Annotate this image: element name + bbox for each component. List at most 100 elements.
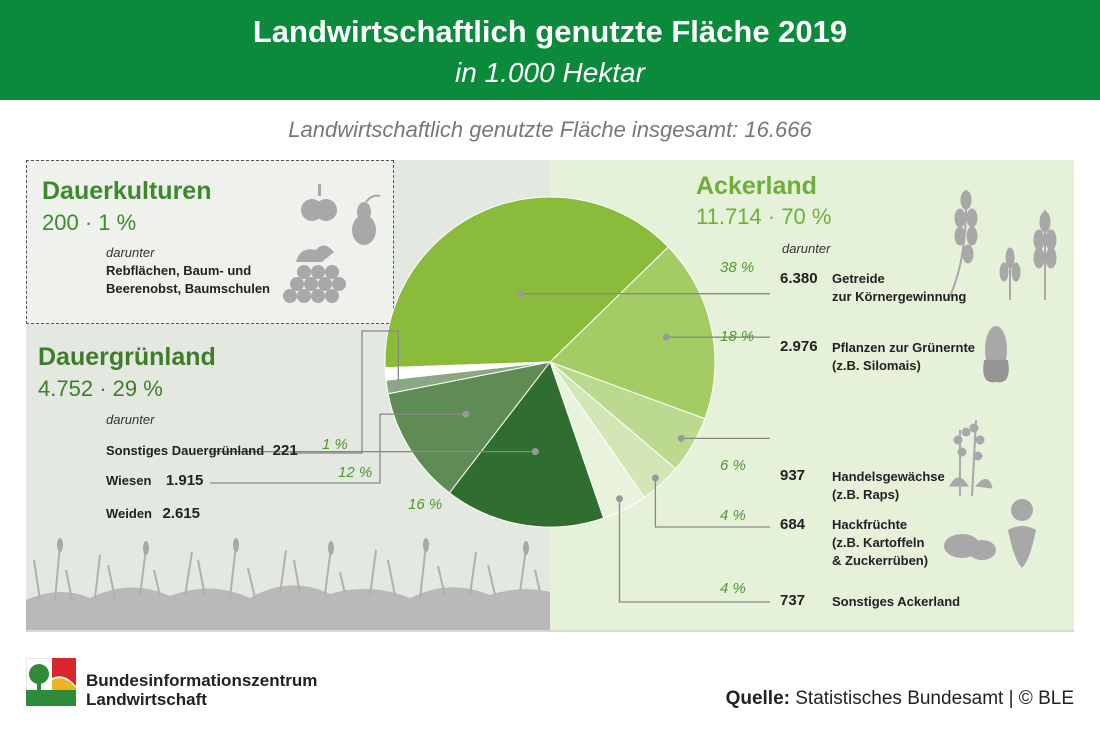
grapes-icon (283, 245, 346, 303)
chart-unit: in 1.000 Hektar (455, 57, 645, 88)
leader-dot (616, 495, 623, 503)
apple-icon (301, 184, 337, 221)
pie-slice-6 (448, 360, 605, 528)
pct-label: 12 % (338, 464, 373, 481)
dauergruenland-darunter: darunter (106, 412, 155, 427)
leader-line (290, 330, 399, 454)
pie-slices (384, 196, 716, 528)
label-line: Sonstiges Ackerland (832, 594, 961, 609)
separator-dot: · (99, 376, 107, 401)
label-line: Pflanzen zur Grünernte (832, 340, 976, 355)
legend-item-sonstiges-dauergruenland: Sonstiges Dauergrünland 221 (106, 442, 298, 460)
pie-slice-7 (387, 361, 552, 494)
leader-line (654, 478, 770, 528)
dauerkulturen-darunter: darunter (106, 245, 155, 260)
ackerland-title: Ackerland (696, 172, 817, 200)
ackerland-share: 70 % (781, 204, 832, 229)
pie-slice-1 (384, 196, 670, 369)
pct-label: 6 % (720, 457, 746, 474)
legend-label: Weiden (106, 506, 152, 521)
pct-label: 4 % (720, 507, 746, 524)
ackerland-item-value: 737 (780, 592, 806, 609)
ackerland-item-value: 2.976 (780, 338, 818, 355)
label-line: & Zuckerrüben) (832, 553, 929, 568)
ackerland-item-value: 6.380 (780, 270, 818, 287)
dauerkulturen-detail: Rebflächen, Baum- und Beerenobst, Baumsc… (106, 262, 270, 298)
legend-value: 221 (272, 442, 298, 459)
beet-potato-icon (944, 499, 1036, 568)
leader-dot (662, 333, 670, 341)
legend-label: Wiesen (106, 473, 152, 488)
label-line: Hackfrüchte (832, 517, 908, 532)
dauergruenland-values: 4.752 · 29 % (38, 376, 163, 402)
ackerland-item-label: Pflanzen zur Grünernte (z.B. Silomais) (832, 339, 975, 375)
logo-text: Bundesinformationszentrum Landwirtschaft (86, 671, 317, 709)
legend-label: Sonstiges Dauergrünland (106, 443, 265, 458)
separator-dot: · (767, 204, 776, 229)
pct-label: 18 % (720, 328, 755, 345)
divider (26, 630, 1074, 632)
ackerland-item-label: Handelsgewächse (z.B. Raps) (832, 468, 945, 504)
dauergruenland-title: Dauergrünland (38, 343, 216, 371)
leader-dots (394, 290, 685, 503)
leader-dot (394, 381, 402, 389)
ackerland-values: 11.714 · 70 % (696, 204, 831, 230)
separator-dot: · (84, 210, 93, 235)
total-subtitle: Landwirtschaftlich genutzte Fläche insge… (288, 117, 812, 142)
label-line: Getreide (832, 271, 885, 286)
leader-dot (517, 290, 525, 298)
ackerland-item-value: 684 (780, 516, 806, 533)
legend-value: 1.915 (165, 472, 204, 489)
pct-label: 38 % (720, 259, 755, 276)
label-line: Handelsgewächse (832, 469, 945, 484)
ackerland-item-value: 937 (780, 467, 806, 484)
rapeseed-icon (949, 419, 993, 497)
leader-dot (651, 474, 659, 482)
chart-title: Landwirtschaftlich genutzte Fläche 2019 (252, 14, 848, 49)
leader-line (618, 498, 770, 603)
label-line: zur Körnergewinnung (832, 289, 967, 304)
leader-dot (462, 410, 470, 418)
dauerkulturen-values: 200 · 1 % (42, 210, 136, 236)
pct-label: 16 % (408, 496, 443, 513)
legend-value: 2.615 (162, 505, 200, 522)
ackerland-item-label: Sonstiges Ackerland (832, 593, 960, 611)
pct-label: 4 % (720, 580, 746, 597)
dauergruenland-value: 4.752 (38, 376, 94, 401)
pie-slice-2 (549, 246, 716, 420)
dauerkulturen-value: 200 (42, 210, 79, 235)
detail-line: Beerenobst, Baumschulen (106, 281, 270, 296)
logo-line: Bundesinformationszentrum (86, 671, 318, 690)
leader-dot (677, 434, 685, 442)
leader-lines (210, 293, 770, 603)
detail-line: Rebflächen, Baum- und (106, 263, 252, 278)
source-credit: Quelle: Statistisches Bundesamt | © BLE (726, 688, 1074, 710)
legend-item-weiden: Weiden 2.615 (106, 505, 200, 523)
dauerkulturen-title: Dauerkulturen (42, 177, 212, 205)
ackerland-value: 11.714 (696, 204, 762, 229)
logo-line: Landwirtschaft (86, 690, 207, 709)
pct-label: 1 % (322, 436, 348, 453)
dauergruenland-share: 29 % (112, 376, 163, 401)
header-banner: Landwirtschaftlich genutzte Fläche 2019 … (0, 0, 1100, 100)
leader-dot (531, 448, 539, 456)
label-line: (z.B. Kartoffeln (832, 535, 925, 550)
logo-icon (25, 657, 77, 707)
grass-silhouette-icon (26, 538, 550, 630)
leader-line (210, 413, 466, 484)
dauerkulturen-share: 1 % (98, 210, 137, 235)
label-line: (z.B. Raps) (832, 487, 900, 502)
ble-logo (25, 657, 77, 707)
pie-slice-9 (384, 361, 551, 381)
ackerland-item-label: Getreide zur Körnergewinnung (832, 270, 966, 306)
pear-icon (352, 194, 381, 245)
source-label: Quelle: (725, 688, 790, 709)
wheat-icon (947, 189, 1057, 301)
corn-icon (983, 326, 1009, 383)
legend-item-wiesen: Wiesen 1.915 (106, 472, 203, 490)
label-line: (z.B. Silomais) (832, 358, 921, 373)
source-text: Statistisches Bundesamt | © BLE (789, 688, 1074, 709)
ackerland-item-label: Hackfrüchte (z.B. Kartoffeln & Zuckerrüb… (832, 516, 928, 570)
ackerland-darunter: darunter (782, 241, 831, 256)
